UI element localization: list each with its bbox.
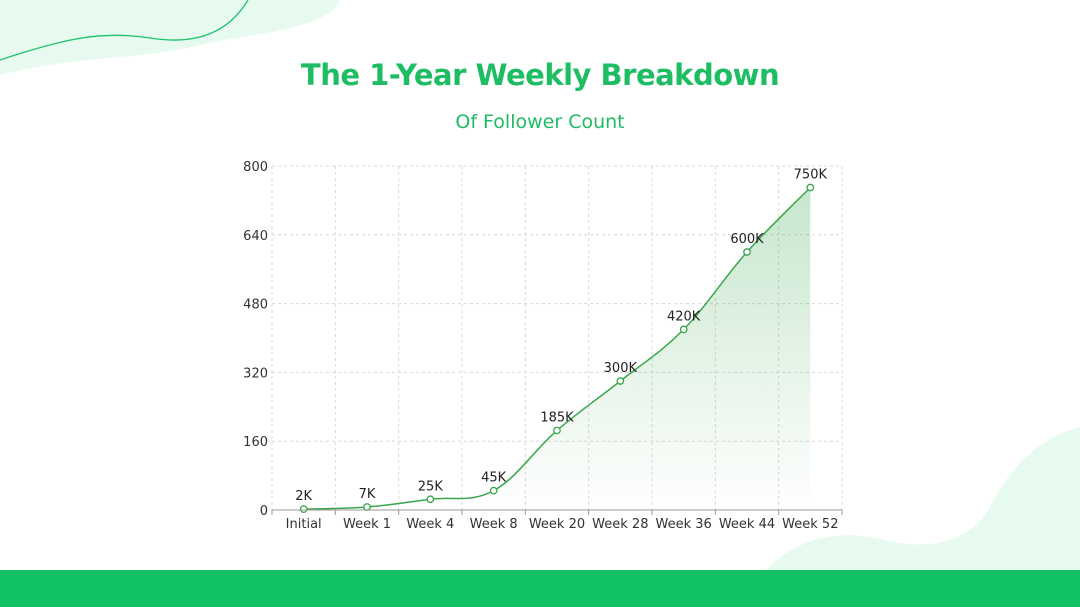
series-line bbox=[303, 186, 811, 510]
data-point bbox=[426, 495, 435, 504]
data-point bbox=[679, 325, 688, 334]
series-area bbox=[303, 187, 811, 510]
x-tick-label: Week 20 bbox=[529, 517, 585, 532]
data-point bbox=[806, 183, 815, 192]
data-label: 750K bbox=[794, 168, 828, 183]
x-tick-label: Week 36 bbox=[656, 517, 712, 532]
y-tick-label: 320 bbox=[243, 366, 268, 381]
x-tick-label: Week 52 bbox=[782, 517, 838, 532]
data-point bbox=[616, 377, 625, 385]
chart-subtitle: Of Follower Count bbox=[455, 111, 625, 133]
x-tick-label: Week 4 bbox=[406, 517, 454, 532]
data-label: 25K bbox=[418, 479, 444, 494]
decorative-blob-top-left bbox=[0, 0, 340, 75]
line-chart: 2K 7K 25K 45K 185K 300K 420K 600K 750K 0 160 320 48… bbox=[243, 160, 843, 532]
data-label: 600K bbox=[730, 232, 764, 247]
data-label: 420K bbox=[667, 309, 701, 324]
data-point bbox=[299, 505, 308, 513]
chart-title: The 1-Year Weekly Breakdown bbox=[300, 58, 780, 92]
data-point bbox=[743, 248, 751, 256]
footer-bar bbox=[0, 570, 1080, 607]
data-label: 45K bbox=[481, 471, 507, 486]
y-tick-label: 640 bbox=[243, 229, 268, 244]
y-tick-label: 800 bbox=[243, 160, 268, 175]
data-point bbox=[489, 486, 498, 495]
x-tick-label: Week 8 bbox=[470, 517, 518, 532]
y-tick-label: 480 bbox=[243, 298, 268, 313]
x-tick-label: Week 28 bbox=[592, 517, 648, 532]
decorative-blob-bottom-right bbox=[760, 427, 1080, 607]
data-label: 7K bbox=[359, 487, 376, 502]
data-label: 2K bbox=[295, 489, 312, 504]
data-label: 185K bbox=[540, 410, 574, 425]
x-tick-label: Initial bbox=[286, 517, 322, 532]
x-tick-label: Week 1 bbox=[343, 517, 391, 532]
data-label: 300K bbox=[604, 361, 638, 376]
y-tick-label: 0 bbox=[260, 504, 268, 519]
y-tick-label: 160 bbox=[243, 435, 268, 450]
data-point bbox=[363, 503, 371, 511]
x-tick-label: Week 44 bbox=[719, 517, 775, 532]
data-point bbox=[553, 426, 561, 435]
